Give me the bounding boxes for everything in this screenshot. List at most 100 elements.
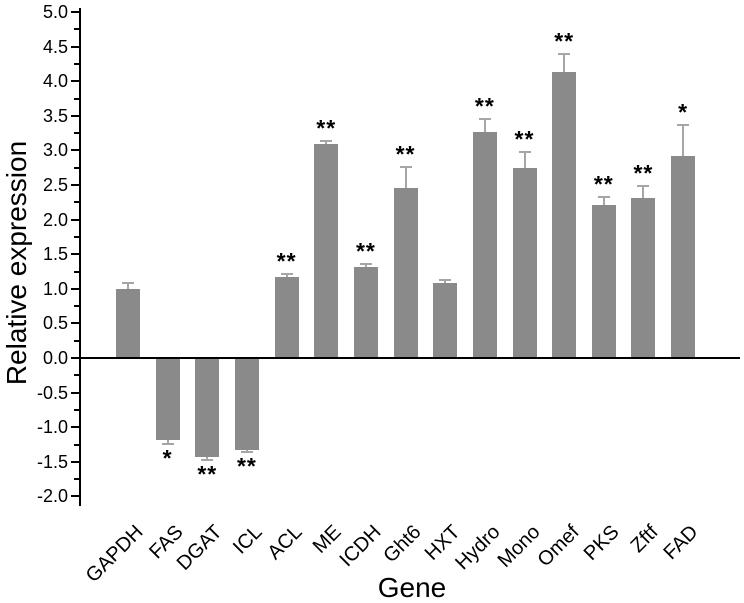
y-axis-major-tick <box>71 45 79 48</box>
y-axis-major-tick <box>71 426 79 429</box>
y-axis-minor-tick <box>74 374 79 377</box>
bar <box>631 198 656 358</box>
error-bar-cap <box>637 184 650 187</box>
error-bar-cap <box>439 278 452 281</box>
y-axis-line <box>79 8 81 506</box>
y-axis-major-tick <box>71 322 79 325</box>
error-bar-cap <box>240 451 253 454</box>
y-axis-minor-tick <box>74 478 79 481</box>
zero-line <box>80 357 740 359</box>
error-bar-cap <box>320 140 333 143</box>
error-bar-stem <box>206 456 209 460</box>
error-bar-stem <box>245 450 248 453</box>
error-bar-stem <box>444 279 447 284</box>
y-axis-minor-tick <box>74 270 79 273</box>
significance-label: ** <box>236 453 257 480</box>
bar <box>433 283 458 358</box>
significance-label: ** <box>276 247 297 274</box>
y-axis-minor-tick <box>74 339 79 342</box>
y-tick-label: -2.0 <box>36 486 68 507</box>
error-bar-stem <box>682 124 685 156</box>
bar <box>671 155 696 358</box>
y-axis-minor-tick <box>74 235 79 238</box>
significance-label: ** <box>395 141 416 167</box>
significance-label: ** <box>554 28 575 55</box>
significance-label: ** <box>514 126 535 153</box>
bar <box>552 72 577 358</box>
y-axis-major-tick <box>71 460 79 463</box>
bar <box>116 288 140 358</box>
y-tick-label: 3.0 <box>42 140 68 161</box>
y-axis-minor-tick <box>74 97 79 100</box>
significance-label: * <box>162 444 173 471</box>
y-tick-label: -1.5 <box>36 451 68 472</box>
y-tick-label: 0.0 <box>42 348 68 368</box>
error-bar-cap <box>280 272 293 275</box>
error-bar-stem <box>483 118 486 132</box>
error-bar-cap <box>399 166 412 168</box>
y-axis-minor-tick <box>74 305 79 308</box>
bar <box>393 187 418 358</box>
error-bar-cap <box>597 196 610 199</box>
error-bar-stem <box>602 197 605 206</box>
significance-label: ** <box>633 159 654 186</box>
error-bar-stem <box>285 273 288 278</box>
error-bar-stem <box>642 185 645 199</box>
y-axis-minor-tick <box>74 62 79 65</box>
error-bar-stem <box>563 54 566 73</box>
bar <box>314 144 339 358</box>
bar <box>274 277 299 358</box>
bar <box>155 358 180 440</box>
y-axis-major-tick <box>71 11 79 13</box>
y-tick-label: 4.0 <box>42 71 68 92</box>
significance-label: ** <box>355 237 376 264</box>
bar <box>591 205 616 358</box>
y-tick-label: 2.0 <box>42 209 68 230</box>
y-axis-minor-tick <box>74 166 79 169</box>
error-bar-stem <box>127 282 129 289</box>
y-axis-minor-tick <box>74 408 79 411</box>
significance-label: ** <box>197 460 218 487</box>
y-axis-minor-tick <box>74 132 79 135</box>
error-bar-cap <box>558 53 571 56</box>
error-bar-cap <box>122 281 134 284</box>
bar <box>353 267 378 358</box>
significance-label: ** <box>474 92 495 119</box>
y-axis-major-tick <box>71 391 79 394</box>
error-bar-cap <box>677 123 690 126</box>
y-axis-major-tick <box>71 495 79 498</box>
error-bar-stem <box>325 141 328 145</box>
bar <box>234 358 259 451</box>
y-tick-label: 1.5 <box>42 244 68 265</box>
significance-label: ** <box>316 115 337 142</box>
y-axis-major-tick <box>71 287 79 290</box>
y-tick-label: 3.5 <box>42 105 68 126</box>
bar <box>195 358 220 457</box>
error-bar-cap <box>359 262 372 265</box>
y-tick-label: -0.5 <box>36 382 68 403</box>
bar <box>472 131 497 358</box>
bar <box>512 167 537 358</box>
y-tick-label: 2.5 <box>42 175 68 195</box>
error-bar-cap <box>518 151 531 154</box>
y-axis-major-tick <box>71 218 79 221</box>
significance-label: ** <box>593 171 614 198</box>
error-bar-cap <box>201 458 214 461</box>
y-tick-label: -1.0 <box>36 417 68 438</box>
error-bar-stem <box>166 439 169 444</box>
y-axis-major-tick <box>71 253 79 256</box>
x-axis-title: Gene <box>377 572 447 603</box>
error-bar-stem <box>523 152 526 168</box>
y-tick-label: 0.5 <box>42 313 68 334</box>
y-axis-major-tick <box>71 114 79 117</box>
y-axis-major-tick <box>71 149 79 152</box>
y-tick-label: 5.0 <box>42 2 68 22</box>
y-axis-minor-tick <box>74 443 79 446</box>
y-axis-major-tick <box>71 80 79 83</box>
y-axis-major-tick <box>71 184 79 186</box>
y-axis-minor-tick <box>74 201 79 204</box>
y-axis-minor-tick <box>74 28 79 31</box>
significance-label: * <box>678 98 689 125</box>
